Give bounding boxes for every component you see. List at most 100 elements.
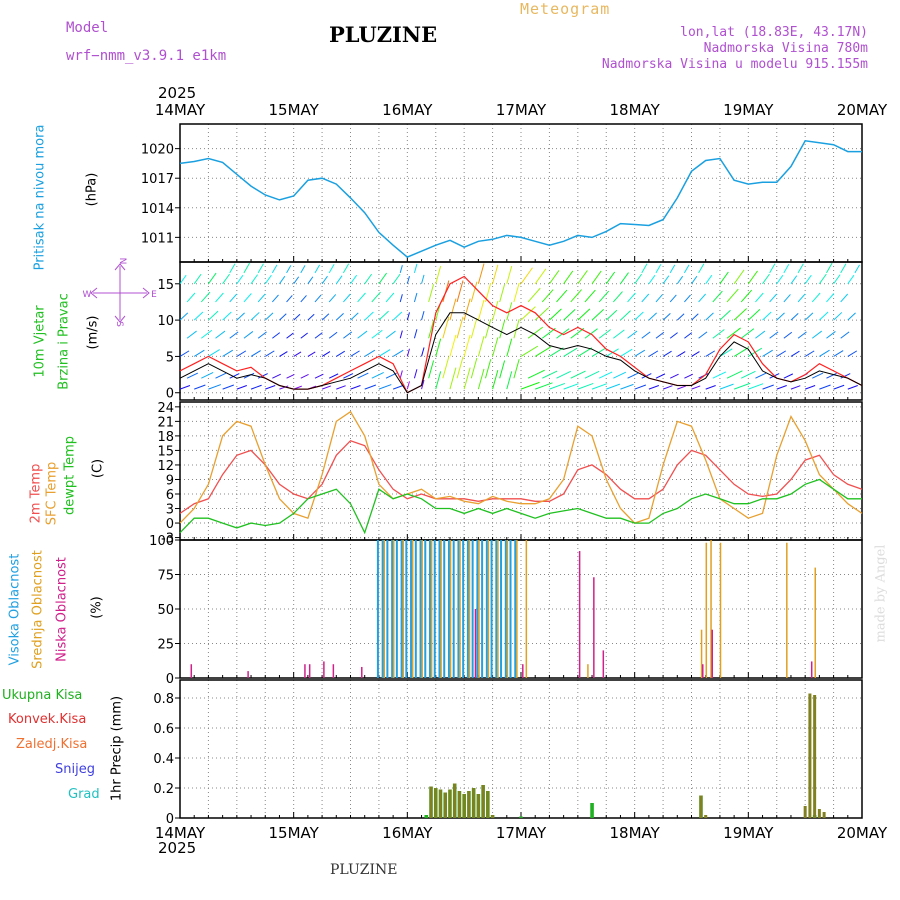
wind-arrow (307, 313, 315, 321)
wind-arrow (286, 332, 294, 339)
wind-arrow (456, 280, 464, 303)
wind-arrow (208, 310, 219, 321)
wind-arrow (762, 311, 772, 321)
wind-arrow (364, 311, 374, 321)
wind-arrow (271, 264, 278, 274)
y-tick-label: 10 (157, 314, 174, 329)
wind-arrow (826, 293, 835, 303)
wind-arrow (769, 263, 776, 274)
wind-arrow (535, 382, 553, 390)
wind-arrow (634, 311, 644, 321)
precip-bar (817, 809, 821, 818)
wind-arrow (350, 385, 361, 390)
wind-arrow (272, 332, 281, 339)
wind-arrow (556, 289, 568, 303)
wind-arrow (229, 373, 240, 379)
wind-arrow (577, 347, 593, 357)
wind-arrow (449, 367, 457, 390)
compass-n: N (117, 258, 127, 264)
date-label-top: 17MAY (496, 101, 547, 119)
date-label-top: 19MAY (723, 101, 774, 119)
wind-arrow (719, 271, 729, 285)
wind-arrow (691, 385, 701, 390)
wind-arrow (669, 294, 677, 303)
wind-arrow (179, 274, 187, 285)
wind-arrow (257, 293, 266, 303)
y-tick-label: -3 (161, 532, 174, 547)
precip-bar (448, 789, 452, 818)
wind-arrow (677, 351, 686, 357)
wind-arrow (598, 290, 610, 303)
page-title: PLUZINE (329, 22, 438, 47)
y-tick-label: 9 (166, 473, 174, 488)
wind-arrow (606, 383, 621, 390)
y-tick-label: 21 (157, 415, 174, 430)
wind-arrow (364, 384, 377, 390)
y-tick-label: 0.8 (153, 692, 174, 707)
wind-arrow (406, 381, 410, 390)
date-label-bottom: 15MAY (269, 824, 320, 842)
wind-arrow (300, 373, 309, 379)
wind-arrow (804, 312, 814, 321)
wind-arrow (520, 345, 539, 357)
wind-arrow (321, 351, 331, 357)
wind-arrow (833, 312, 843, 321)
wind-arrow (385, 330, 396, 339)
wind-arrow (279, 313, 287, 321)
wind-arrow (499, 284, 506, 303)
wind-arrow (194, 384, 206, 390)
wind-arrow (655, 373, 666, 379)
wind-arrow (570, 289, 582, 303)
wind-arrow (456, 316, 464, 339)
wind-arrow (484, 319, 492, 339)
precip-bar (462, 794, 466, 818)
wind-arrow (691, 351, 700, 357)
wind-arrow (563, 308, 576, 321)
wind-arrow (542, 370, 558, 379)
wind-arrow (790, 312, 799, 321)
date-label-top: 20MAY (837, 101, 888, 119)
wind-arrow (833, 274, 841, 285)
precip-bar (467, 791, 471, 818)
wind-arrow (335, 275, 343, 285)
y-tick-label: 0.2 (153, 782, 174, 797)
wind-arrow (534, 268, 547, 285)
y-tick-label: 100 (149, 534, 174, 549)
legend-grad: Grad (68, 787, 100, 802)
wind-arrow (193, 273, 202, 285)
wind-arrow (314, 264, 321, 274)
wind-arrow (847, 385, 858, 390)
wind-arrow (819, 311, 829, 321)
wind-arrow (598, 371, 613, 379)
wind-arrow (257, 331, 267, 339)
wind-arrow (556, 328, 570, 339)
wind-arrow (328, 373, 339, 379)
compass-s: S (114, 321, 124, 327)
wind-arrow (790, 385, 801, 390)
wind-arrow (527, 326, 544, 339)
wind-arrow (705, 385, 716, 390)
wind-arrow (620, 383, 634, 390)
y-tick-label: 1020 (141, 143, 174, 158)
wind-compass-svg: N W E S (83, 258, 157, 327)
wind-arrow (819, 384, 831, 390)
wind-arrow (264, 350, 275, 357)
precip-bar (491, 815, 495, 818)
wind-arrow (826, 372, 837, 379)
wind-arrow (818, 273, 827, 285)
wind-arrow (236, 350, 247, 357)
temp-line-2m (179, 439, 863, 514)
wind-arrow (243, 331, 254, 339)
date-label-top: 18MAY (610, 101, 661, 119)
wind-arrow (634, 384, 647, 390)
wind-arrow (712, 371, 727, 379)
wind-arrow (740, 289, 753, 303)
date-label-bottom: 20MAY (837, 824, 888, 842)
wind-arrow (804, 274, 812, 285)
wind-arrow (435, 371, 442, 390)
wind-arrow (520, 306, 536, 321)
wind-arrow (449, 334, 457, 357)
wind-arrow (229, 293, 238, 303)
wind-arrow (378, 272, 388, 285)
wind-arrow (300, 332, 308, 339)
